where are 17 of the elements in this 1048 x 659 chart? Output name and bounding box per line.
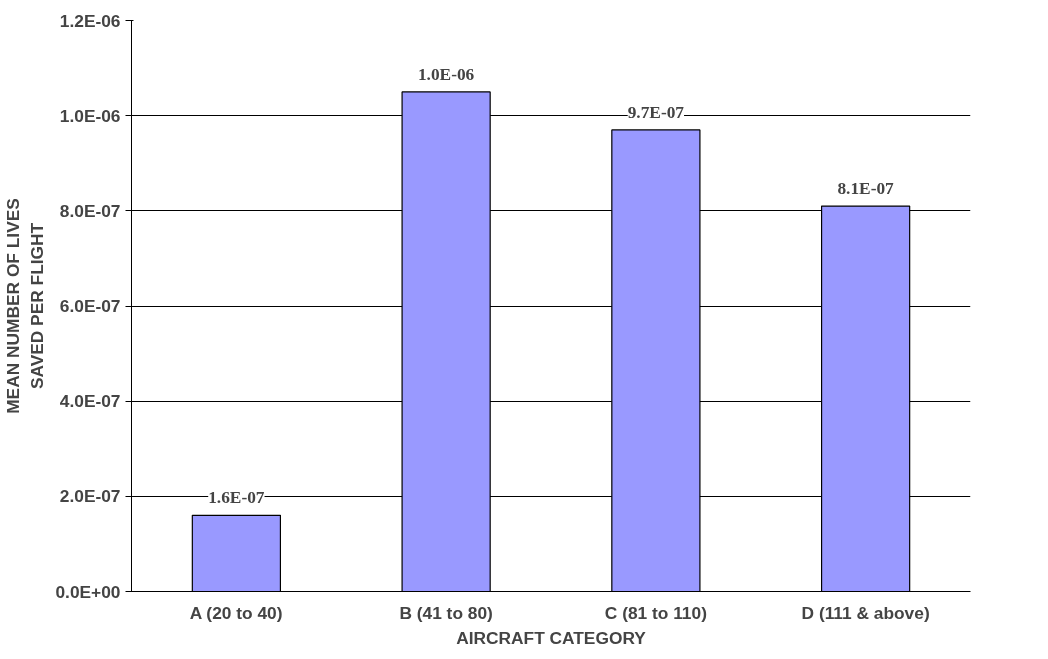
y-tick-label: 6.0E-07 bbox=[59, 296, 121, 316]
y-tick-label: 1.0E-06 bbox=[59, 105, 121, 126]
y-tick-label: 8.0E-07 bbox=[59, 200, 121, 221]
x-axis-title: AIRCRAFT CATEGORY bbox=[456, 627, 647, 648]
y-axis-title: MEAN NUMBER OF LIVES SAVED PER FLIGHT bbox=[3, 198, 48, 414]
x-tick-label: C (81 to 110) bbox=[604, 602, 707, 623]
y-tick-label: 1.2E-06 bbox=[59, 10, 121, 31]
data-label: 9.7E-07 bbox=[627, 102, 685, 122]
x-tick-label: B (41 to 80) bbox=[399, 602, 493, 623]
x-tick-label: D (111 & above) bbox=[801, 602, 930, 623]
data-label: 1.0E-06 bbox=[417, 64, 475, 84]
data-label: 1.6E-07 bbox=[208, 488, 265, 508]
y-tick-label: 0.0E+00 bbox=[55, 581, 121, 602]
x-tick-label: A (20 to 40) bbox=[189, 602, 283, 623]
data-label: 8.1E-07 bbox=[837, 179, 895, 199]
y-tick-label: 4.0E-07 bbox=[59, 391, 121, 412]
y-tick-label: 2.0E-07 bbox=[59, 486, 121, 507]
